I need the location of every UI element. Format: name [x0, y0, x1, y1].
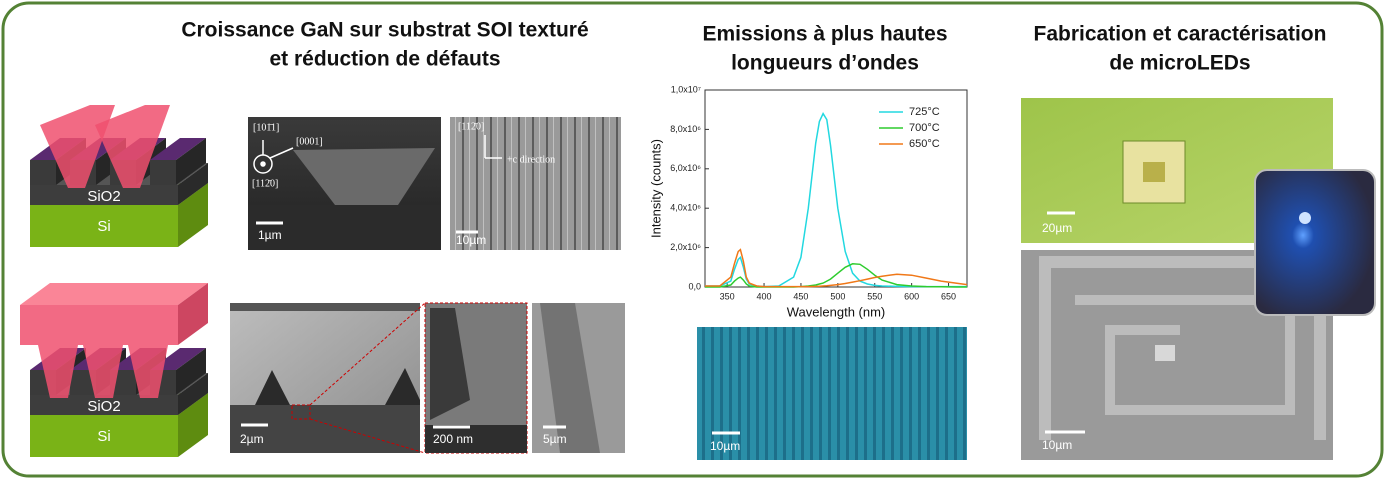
- title: Croissance GaN sur substrat SOI texturé: [181, 19, 588, 42]
- layer: [30, 395, 178, 415]
- y-tick-label: 0,0: [688, 281, 701, 291]
- sem-image: [532, 303, 625, 453]
- layer: [30, 205, 178, 247]
- y-tick-label: 4,0x10⁶: [670, 203, 701, 213]
- series-line: [705, 248, 968, 288]
- zoom-line: [309, 302, 426, 406]
- title: Emissions à plus hautes: [702, 23, 947, 46]
- scale-bar-label: 5µm: [543, 432, 567, 446]
- x-tick-label: 650: [941, 291, 956, 301]
- layer: [20, 283, 208, 305]
- layer: [70, 370, 96, 395]
- x-tick-label: 450: [793, 291, 808, 301]
- scale-bar-label: 2µm: [240, 432, 264, 446]
- legend-label: 725°C: [909, 106, 940, 118]
- led-spot: [1299, 212, 1311, 224]
- x-tick-label: 500: [830, 291, 845, 301]
- plot-frame: [704, 89, 968, 288]
- layer-label: Si: [97, 428, 110, 445]
- pl-image: [697, 327, 967, 460]
- gan: [95, 105, 170, 188]
- scale-bar-label: 10µm: [710, 439, 740, 453]
- legend-label: 700°C: [909, 122, 940, 134]
- layer: [178, 373, 208, 415]
- scale-bar: [241, 211, 1085, 435]
- title: de microLEDs: [1109, 52, 1250, 75]
- annotation: +c direction: [507, 154, 555, 165]
- layer: [30, 415, 178, 457]
- x-tick-label: 400: [757, 291, 772, 301]
- annotation: [101̄1]: [253, 122, 279, 133]
- y-tick-label: 1,0x10⁷: [671, 84, 701, 94]
- sem-image: [230, 303, 420, 453]
- layer: [30, 185, 178, 205]
- y-tick-label: 2,0x10⁶: [670, 242, 701, 252]
- gan: [83, 345, 123, 398]
- series-line: [705, 263, 967, 288]
- layer-label: Si: [97, 218, 110, 235]
- layer: [176, 138, 206, 185]
- x-tick-label: 550: [867, 291, 882, 301]
- sem-image: [450, 117, 621, 250]
- layer: [178, 283, 208, 345]
- y-axis-label: Intensity (counts): [648, 139, 663, 238]
- annotation: [112̄0]: [458, 121, 484, 132]
- x-tick-label: 350: [720, 291, 735, 301]
- layer: [30, 160, 56, 185]
- layer: [150, 160, 176, 185]
- sem-image: [424, 302, 528, 454]
- layer: [178, 163, 208, 205]
- series-line: [705, 112, 967, 288]
- layer-label: SiO2: [87, 398, 120, 415]
- sem-image: [1021, 250, 1333, 460]
- title: Fabrication et caractérisation: [1034, 23, 1327, 46]
- layer-label: SiO2: [87, 188, 120, 205]
- annotation: [112̄0]: [252, 178, 278, 189]
- direction-arrows: [253, 135, 502, 174]
- sem-image: [248, 117, 441, 250]
- legend-label: 650°C: [909, 138, 940, 150]
- emission-photo: [1254, 169, 1376, 316]
- scale-bar-label: 10µm: [1042, 438, 1072, 452]
- layer: [178, 393, 208, 457]
- annotation: [0001]: [296, 136, 323, 147]
- layer: [150, 138, 206, 160]
- gan: [38, 345, 78, 398]
- y-tick-label: 6,0x10⁶: [670, 163, 701, 173]
- scale-bar-label: 20µm: [1042, 221, 1072, 235]
- scale-bar-label: 1µm: [258, 228, 282, 242]
- title: et réduction de défauts: [269, 48, 500, 71]
- layer: [176, 348, 206, 395]
- scale-bar-label: 10µm: [456, 233, 486, 247]
- title: longueurs d’ondes: [731, 52, 919, 75]
- scale-bar-label: 200 nm: [433, 432, 473, 446]
- x-axis-label: Wavelength (nm): [787, 304, 886, 319]
- gan: [128, 345, 168, 398]
- layer: [20, 305, 178, 345]
- x-tick-label: 600: [904, 291, 919, 301]
- y-tick-label: 8,0x10⁶: [670, 124, 701, 134]
- layer: [178, 183, 208, 247]
